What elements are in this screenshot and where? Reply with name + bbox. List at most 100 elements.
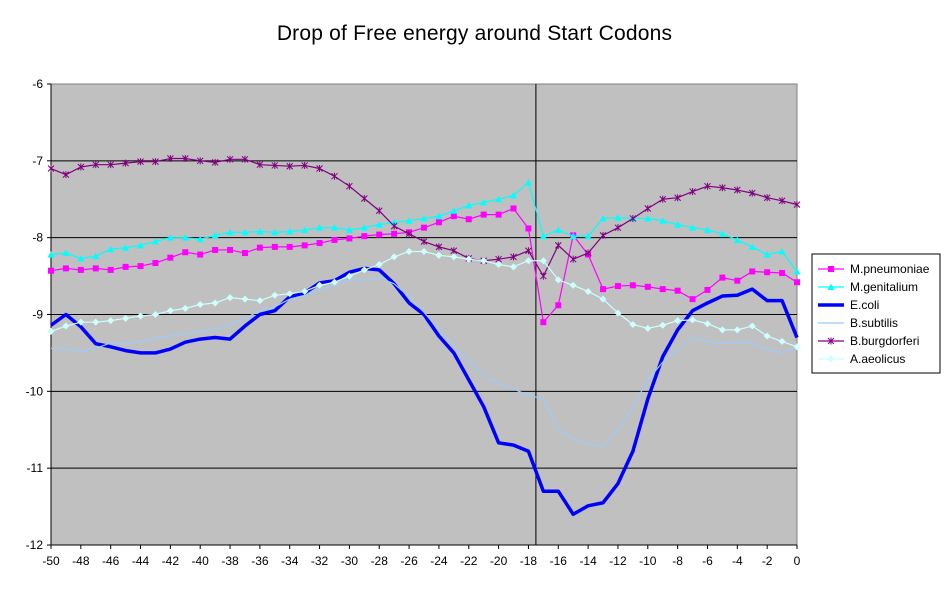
series-b-burgdorferi: [47, 155, 801, 280]
data-point-m-genitalium: [674, 221, 682, 228]
data-point-b-burgdorferi: [704, 182, 711, 190]
legend-label-m-pneumoniae: M.pneumoniae: [850, 262, 930, 276]
data-point-b-burgdorferi: [405, 230, 413, 238]
legend-label-b-burgdorferi: B.burgdorferi: [850, 334, 919, 348]
data-point-a-aeolicus: [480, 257, 488, 265]
data-point-a-aeolicus: [778, 337, 786, 345]
data-point-m-genitalium: [211, 231, 219, 239]
legend-label-m-genitalium: M.genitalium: [850, 280, 918, 294]
data-point-b-burgdorferi: [241, 155, 249, 163]
data-point-m-genitalium: [644, 214, 652, 222]
data-point-m-pneumoniae: [794, 279, 800, 286]
data-point-b-burgdorferi: [375, 207, 383, 215]
data-point-a-aeolicus: [763, 332, 771, 340]
data-point-a-aeolicus: [122, 314, 130, 322]
y-tick-label: -10: [26, 384, 44, 398]
data-point-m-genitalium: [375, 221, 383, 228]
data-point-m-pneumoniae: [271, 243, 278, 250]
data-point-m-pneumoniae: [734, 277, 741, 284]
data-point-m-pneumoniae: [227, 246, 234, 253]
data-point-a-aeolicus: [718, 326, 726, 334]
data-point-a-aeolicus: [166, 307, 174, 315]
data-point-b-burgdorferi: [554, 241, 562, 249]
data-point-a-aeolicus: [62, 322, 70, 330]
data-point-m-genitalium: [793, 267, 801, 275]
data-point-a-aeolicus: [256, 297, 264, 305]
legend-marker-m-pneumoniae: [828, 266, 834, 272]
data-point-b-burgdorferi: [435, 243, 443, 251]
data-point-m-pneumoniae: [316, 240, 323, 247]
data-point-m-genitalium: [733, 236, 741, 243]
data-point-m-genitalium: [151, 238, 159, 245]
data-point-m-genitalium: [345, 226, 353, 233]
x-tick-label: -46: [102, 554, 120, 568]
data-point-a-aeolicus: [360, 266, 368, 274]
data-point-a-aeolicus: [211, 299, 219, 307]
data-point-b-burgdorferi: [510, 253, 517, 261]
data-point-m-genitalium: [47, 251, 55, 258]
data-point-m-pneumoniae: [659, 286, 666, 293]
y-tick-label: -8: [32, 231, 43, 245]
legend-label-e-coli: E.coli: [850, 298, 879, 312]
data-point-m-pneumoniae: [704, 286, 711, 293]
data-point-b-burgdorferi: [181, 155, 189, 163]
series-line-b-subtilis: [50, 277, 798, 448]
data-point-b-burgdorferi: [778, 197, 786, 205]
data-point-b-burgdorferi: [584, 249, 592, 257]
data-point-a-aeolicus: [241, 295, 249, 303]
data-point-a-aeolicus: [614, 309, 622, 317]
data-point-b-burgdorferi: [196, 157, 204, 165]
data-point-m-pneumoniae: [92, 265, 99, 272]
x-tick-label: -10: [639, 554, 657, 568]
data-point-b-burgdorferi: [450, 247, 458, 255]
data-point-m-pneumoniae: [450, 213, 457, 220]
data-point-m-genitalium: [748, 243, 756, 250]
legend-label-a-aeolicus: A.aeolicus: [850, 352, 905, 366]
data-point-m-genitalium: [405, 217, 413, 224]
data-point-m-genitalium: [778, 247, 786, 255]
y-tick-label: -7: [32, 154, 43, 168]
data-point-b-burgdorferi: [793, 201, 801, 209]
data-point-a-aeolicus: [629, 320, 637, 328]
data-point-m-pneumoniae: [719, 274, 726, 281]
data-point-m-pneumoniae: [286, 243, 293, 250]
data-point-m-genitalium: [256, 228, 264, 235]
series-a-aeolicus: [47, 247, 801, 351]
x-tick-label: -48: [72, 554, 90, 568]
data-point-a-aeolicus: [77, 318, 85, 326]
data-point-m-genitalium: [137, 241, 145, 249]
data-point-a-aeolicus: [151, 311, 159, 318]
x-tick-label: -14: [579, 554, 597, 568]
data-point-a-aeolicus: [345, 272, 353, 280]
data-point-m-pneumoniae: [137, 263, 144, 270]
data-point-a-aeolicus: [375, 261, 383, 269]
data-point-m-pneumoniae: [107, 266, 114, 273]
data-point-m-genitalium: [703, 226, 711, 233]
data-point-m-genitalium: [465, 201, 473, 209]
series-lines: [47, 155, 801, 517]
data-point-a-aeolicus: [226, 294, 234, 302]
data-point-a-aeolicus: [748, 322, 756, 330]
data-point-b-burgdorferi: [644, 204, 652, 212]
data-point-m-genitalium: [181, 234, 189, 241]
series-line-e-coli: [49, 266, 799, 517]
data-point-a-aeolicus: [465, 255, 473, 263]
x-tick-label: -50: [42, 554, 60, 568]
data-point-b-burgdorferi: [346, 182, 353, 190]
data-point-m-genitalium: [107, 245, 115, 253]
data-point-b-burgdorferi: [599, 231, 607, 239]
data-point-a-aeolicus: [569, 281, 577, 289]
data-point-m-genitalium: [330, 224, 338, 231]
data-point-m-genitalium: [554, 226, 562, 233]
data-point-a-aeolicus: [301, 287, 309, 295]
data-point-a-aeolicus: [47, 327, 55, 335]
x-tick-label: -26: [400, 554, 418, 568]
data-point-b-burgdorferi: [360, 194, 368, 202]
data-point-a-aeolicus: [495, 261, 503, 269]
data-point-m-genitalium: [62, 249, 70, 257]
data-point-m-pneumoniae: [689, 296, 696, 303]
data-point-a-aeolicus: [107, 317, 115, 325]
data-point-m-pneumoniae: [764, 269, 771, 276]
data-point-b-burgdorferi: [47, 165, 55, 173]
data-point-m-pneumoniae: [182, 249, 189, 256]
